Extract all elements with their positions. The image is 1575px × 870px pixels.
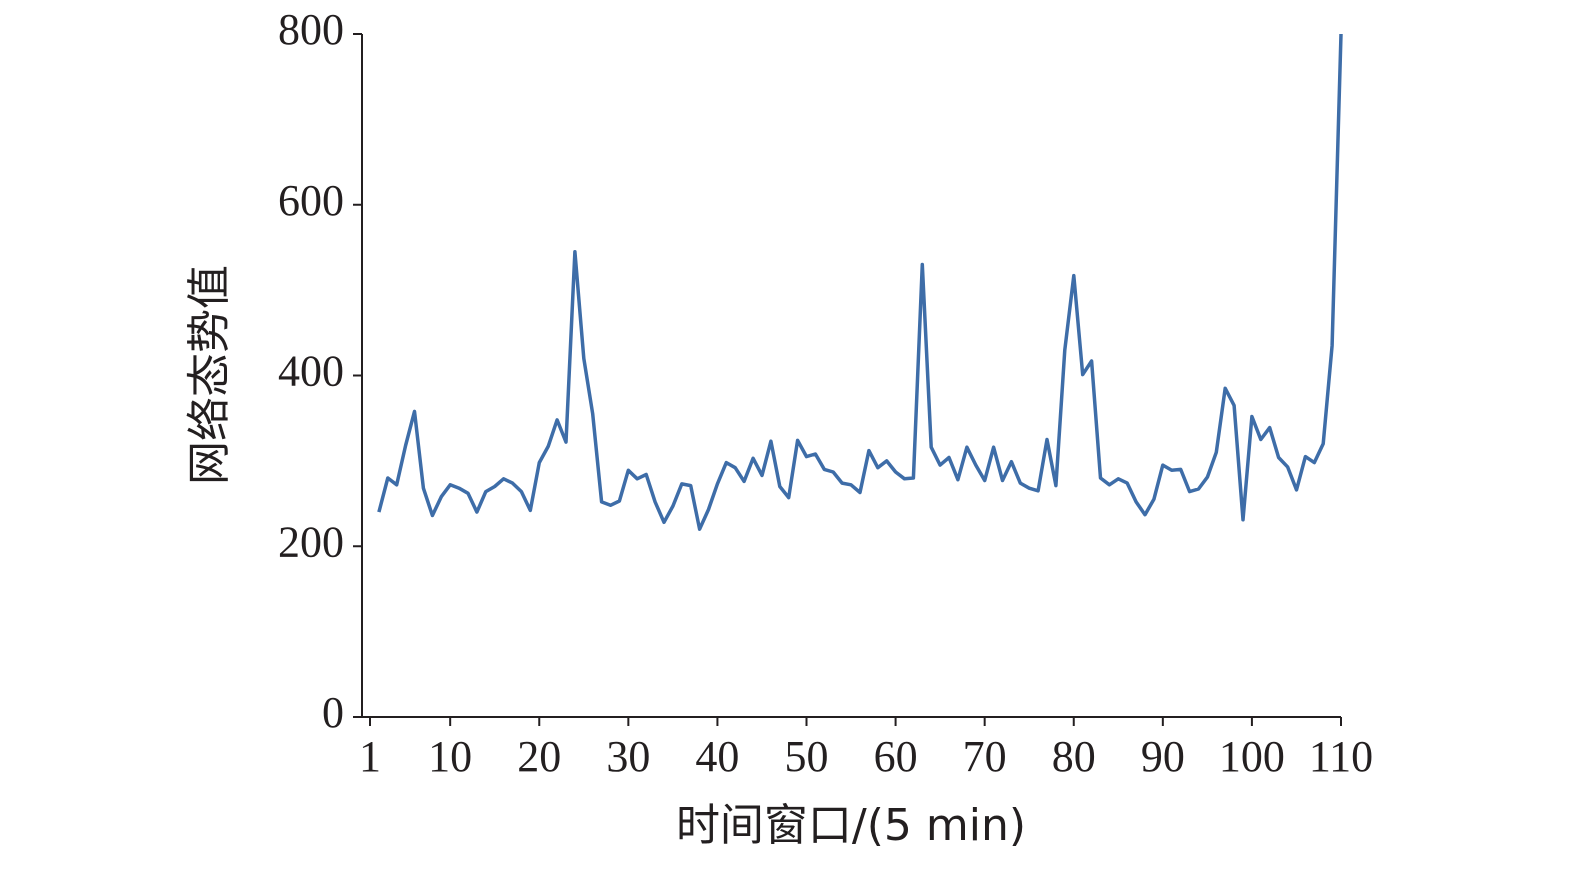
x-tick-label: 1 [359,732,381,781]
y-tick-label: 600 [278,176,344,225]
y-axis-label: 网络态势值 [184,265,235,485]
x-tick-label: 30 [606,732,650,781]
y-tick-label: 0 [322,688,344,737]
x-tick-label: 100 [1219,732,1285,781]
data-line [377,33,1343,531]
x-tick-label: 60 [874,732,918,781]
x-tick-label: 20 [517,732,561,781]
y-tick-label: 800 [278,5,344,54]
x-tick-label: 10 [428,732,472,781]
x-tick-label: 50 [785,732,829,781]
x-tick-label: 90 [1141,732,1185,781]
x-axis-label: 时间窗口/(5 min) [676,800,1026,851]
x-tick-label: 80 [1052,732,1096,781]
x-tick-label: 40 [695,732,739,781]
x-tick-label: 110 [1309,732,1373,781]
y-tick-label: 400 [278,347,344,396]
y-tick-label: 200 [278,517,344,566]
x-tick-label: 70 [963,732,1007,781]
